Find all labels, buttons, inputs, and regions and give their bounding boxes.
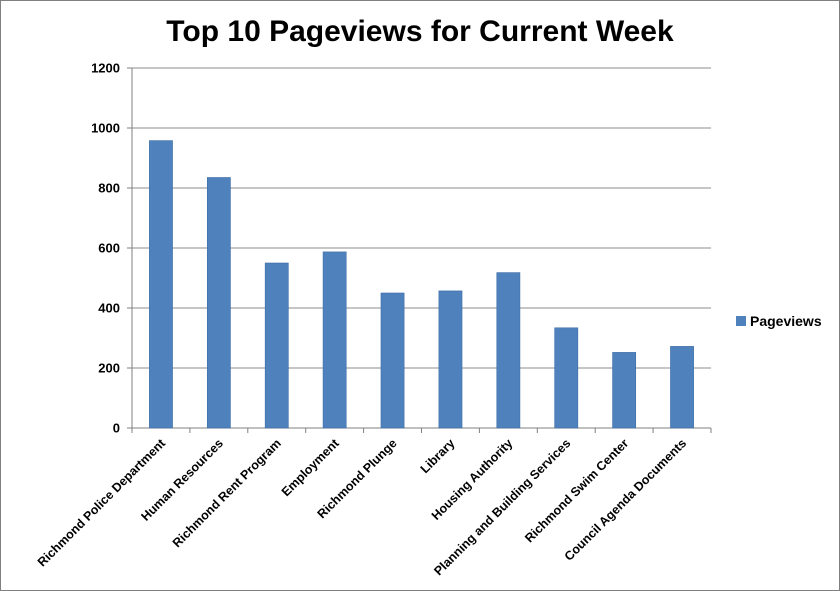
bar [612, 352, 637, 429]
y-tick-label: 400 [98, 301, 120, 316]
chart-title: Top 10 Pageviews for Current Week [166, 15, 674, 48]
bars [149, 140, 694, 429]
bar [149, 140, 173, 429]
y-tick-labels: 0 200 400 600 800 1000 1200 [91, 61, 120, 436]
bar [264, 262, 289, 429]
bar [496, 272, 521, 429]
bar [322, 251, 347, 429]
bar [438, 290, 463, 429]
x-tick-label: Employment [279, 436, 343, 500]
y-tick-label: 1000 [91, 121, 120, 136]
x-tick-label: Richmond Swim Center [522, 436, 631, 545]
x-tick-label: Council Agenda Documents [562, 436, 689, 563]
legend-label: Pageviews [750, 313, 822, 329]
y-tick-label: 0 [113, 421, 120, 436]
bar [206, 177, 231, 429]
y-tick-label: 800 [98, 181, 120, 196]
y-tick-label: 200 [98, 361, 120, 376]
x-tick-label: Richmond Rent Program [170, 436, 284, 550]
legend: Pageviews [736, 313, 822, 329]
bar [380, 292, 405, 429]
x-tick-label: Library [418, 436, 458, 476]
y-tick-label: 1200 [91, 61, 120, 76]
y-tick-label: 600 [98, 241, 120, 256]
legend-swatch [736, 316, 746, 326]
bar [554, 327, 579, 429]
bar [670, 346, 694, 429]
